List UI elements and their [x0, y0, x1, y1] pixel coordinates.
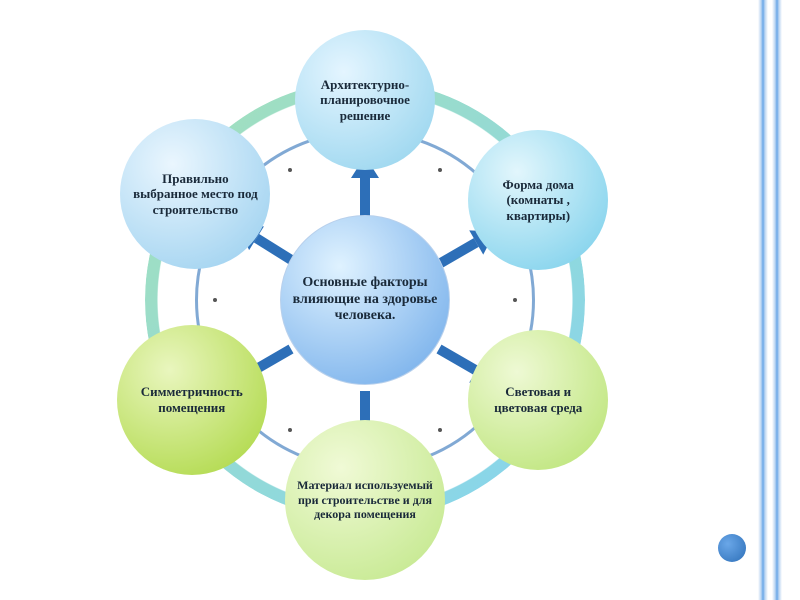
corner-dot: [718, 534, 746, 562]
outer-node-0: Архитектурно-планировочное решение: [295, 30, 435, 170]
center-label: Основные факторы влияющие на здоровье че…: [291, 275, 439, 325]
outer-node-label: Форма дома (комнаты , квартиры): [478, 177, 598, 224]
outer-node-4: Симметричность помещения: [117, 325, 267, 475]
outer-node-label: Симметричность помещения: [127, 384, 257, 415]
outer-node-label: Правильно выбранное место под строительс…: [130, 171, 260, 218]
ring-dot: [288, 168, 292, 172]
ring-dot: [288, 428, 292, 432]
center-node: Основные факторы влияющие на здоровье че…: [280, 215, 450, 385]
outer-node-1: Форма дома (комнаты , квартиры): [468, 130, 608, 270]
outer-node-2: Световая и цветовая среда: [468, 330, 608, 470]
outer-node-5: Правильно выбранное место под строительс…: [120, 119, 270, 269]
ring-dot: [438, 428, 442, 432]
accent-stripe-2: [772, 0, 782, 600]
slide: Основные факторы влияющие на здоровье че…: [0, 0, 800, 600]
ring-dot: [438, 168, 442, 172]
ring-dot: [213, 298, 217, 302]
outer-node-label: Материал используемый при строительстве …: [295, 478, 435, 521]
outer-node-3: Материал используемый при строительстве …: [285, 420, 445, 580]
accent-stripe-1: [758, 0, 768, 600]
ring-dot: [513, 298, 517, 302]
outer-node-label: Архитектурно-планировочное решение: [305, 77, 425, 124]
outer-node-label: Световая и цветовая среда: [478, 384, 598, 415]
